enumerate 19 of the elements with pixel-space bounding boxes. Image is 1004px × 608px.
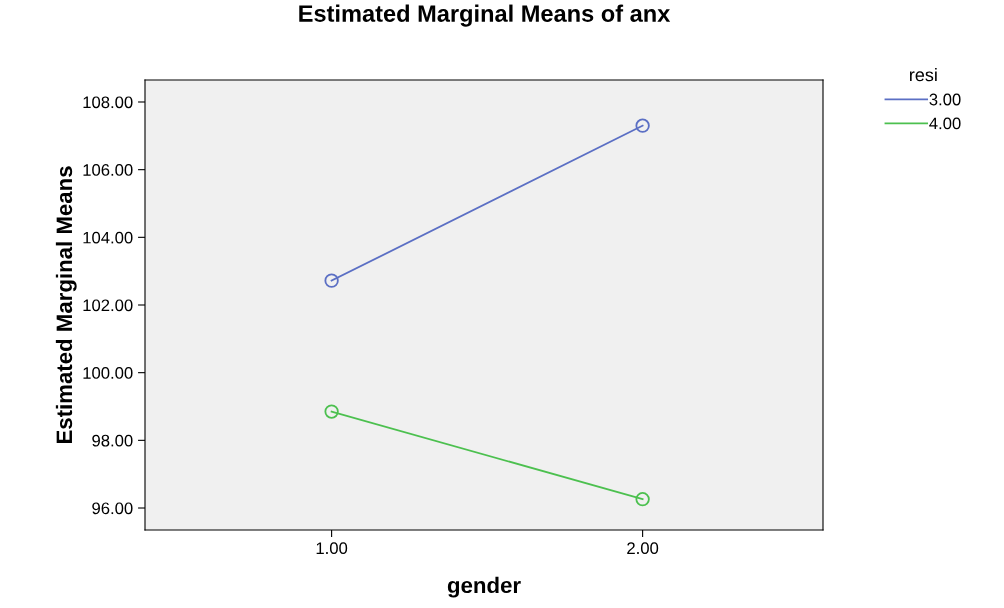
chart-title: Estimated Marginal Means of anx [299,4,671,27]
point [324,404,339,419]
y-tick-label: 100.00 [83,367,133,379]
y-axis-title: Estimated Marginal Means [55,166,77,444]
legend-title: resi [910,68,937,82]
x-tick-label: 1.00 [316,542,348,555]
point [324,273,339,288]
x-tick-label: 2.00 [627,542,659,555]
x-axis-title: gender [447,576,521,598]
y-tick-label: 104.00 [83,231,133,244]
y-tick-label: 102.00 [83,299,133,312]
legend-label: 3.00 [929,93,961,106]
legend-label: 4.00 [929,117,961,130]
point [635,118,650,133]
y-tick-label: 108.00 [83,96,133,109]
y-tick-label: 106.00 [83,164,133,176]
point [635,492,650,507]
y-tick-label: 96.00 [92,502,133,515]
y-tick-label: 98.00 [92,434,133,447]
